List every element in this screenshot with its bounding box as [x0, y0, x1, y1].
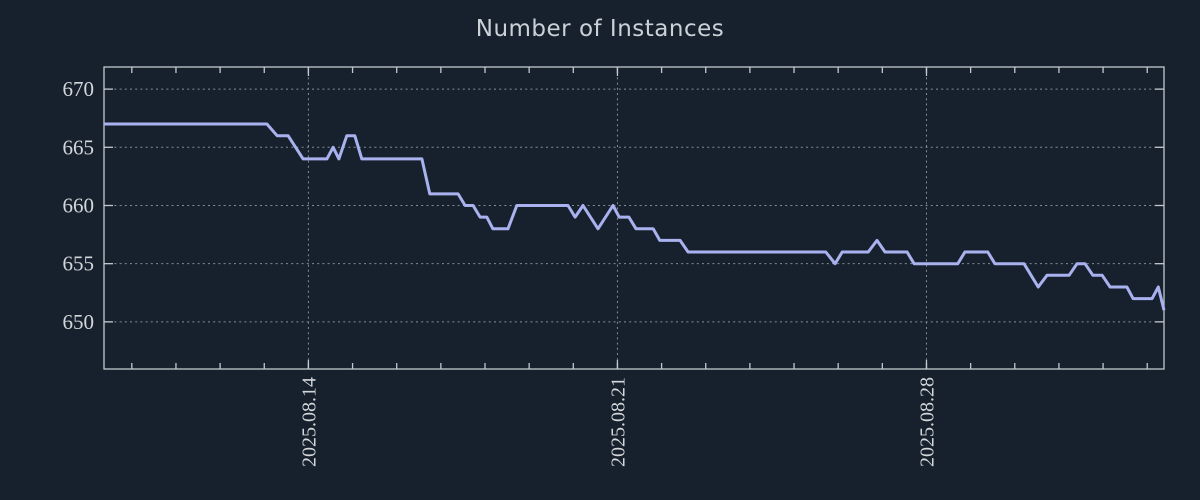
chart-title: Number of Instances	[475, 16, 725, 42]
series-line-instances	[104, 122, 1166, 311]
plot-border	[103, 66, 1165, 370]
y-tick-label: 650	[63, 310, 95, 334]
y-tick-label: 660	[63, 193, 95, 217]
y-tick-label: 655	[63, 252, 95, 276]
y-tick-label: 670	[63, 77, 95, 101]
x-tick-label: 2025.08.21	[607, 377, 629, 467]
y-tick-label: 665	[63, 135, 95, 159]
x-tick-label: 2025.08.28	[916, 377, 938, 467]
x-tick-label: 2025.08.14	[298, 377, 320, 467]
